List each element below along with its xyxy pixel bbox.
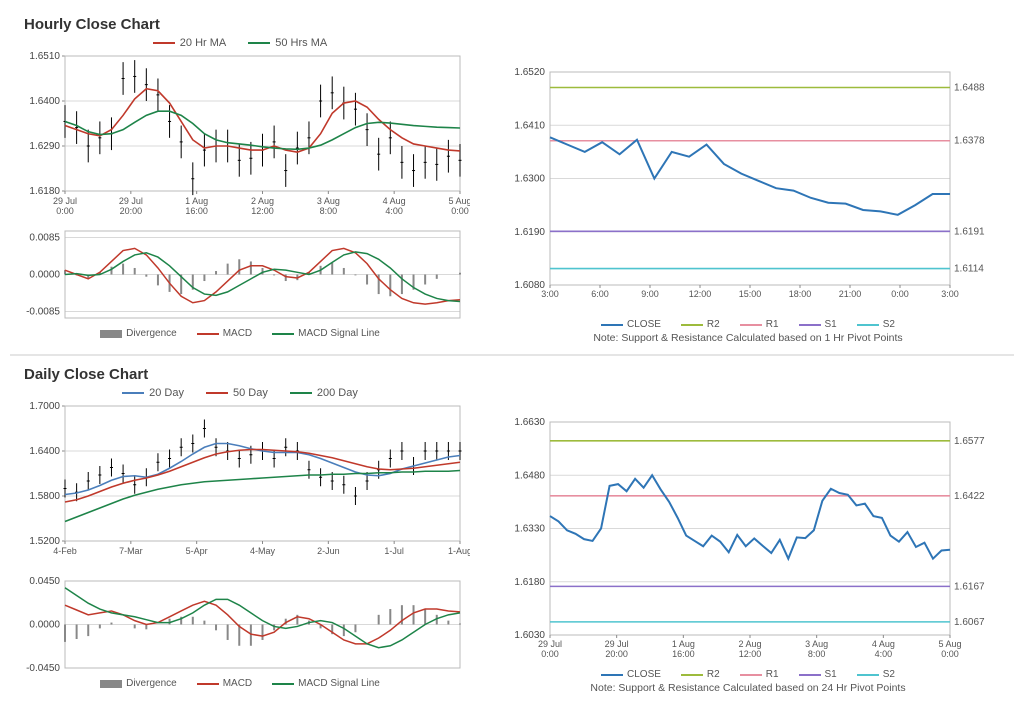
svg-text:1 Aug: 1 Aug (672, 639, 695, 649)
svg-text:4-May: 4-May (250, 546, 276, 556)
svg-text:1.6480: 1.6480 (514, 470, 545, 481)
svg-text:3 Aug: 3 Aug (805, 639, 828, 649)
svg-text:1.6378: 1.6378 (954, 136, 985, 147)
svg-text:29 Jul: 29 Jul (605, 639, 629, 649)
hourly-macd-chart: -0.0085 0.0000 0.0085 (10, 226, 470, 326)
hourly-pivot-legend: CLOSER2R1S1S2 (498, 319, 998, 330)
svg-text:29 Jul: 29 Jul (119, 196, 143, 206)
hourly-price-legend: 20 Hr MA50 Hrs MA (10, 37, 470, 49)
section-divider (10, 354, 1014, 356)
svg-text:12:00: 12:00 (689, 289, 712, 299)
svg-text:-0.0450: -0.0450 (26, 663, 60, 674)
svg-text:1.6410: 1.6410 (514, 120, 545, 131)
svg-text:16:00: 16:00 (672, 649, 695, 659)
hourly-title: Hourly Close Chart (24, 16, 1014, 33)
svg-text:2 Aug: 2 Aug (251, 196, 274, 206)
svg-text:29 Jul: 29 Jul (53, 196, 77, 206)
svg-text:1-Aug: 1-Aug (448, 546, 470, 556)
svg-text:4 Aug: 4 Aug (872, 639, 895, 649)
svg-text:5 Aug: 5 Aug (938, 639, 961, 649)
svg-text:1.6400: 1.6400 (29, 446, 60, 457)
svg-text:1 Aug: 1 Aug (185, 196, 208, 206)
svg-text:1.6400: 1.6400 (29, 96, 60, 107)
svg-text:5 Aug: 5 Aug (448, 196, 470, 206)
svg-text:12:00: 12:00 (251, 206, 274, 216)
svg-text:0:00: 0:00 (451, 206, 469, 216)
daily-pivot-legend: CLOSER2R1S1S2 (498, 669, 998, 680)
svg-text:1.6067: 1.6067 (954, 617, 985, 628)
svg-text:3:00: 3:00 (541, 289, 559, 299)
svg-text:1.6510: 1.6510 (29, 51, 60, 62)
daily-row: 20 Day50 Day200 Day 1.52001.58001.64001.… (10, 387, 1014, 694)
svg-text:18:00: 18:00 (789, 289, 812, 299)
svg-text:1.6488: 1.6488 (954, 82, 985, 93)
svg-text:0:00: 0:00 (56, 206, 74, 216)
svg-text:0.0450: 0.0450 (29, 576, 60, 587)
svg-text:4:00: 4:00 (875, 649, 893, 659)
svg-text:3 Aug: 3 Aug (317, 196, 340, 206)
svg-text:4-Feb: 4-Feb (53, 546, 77, 556)
svg-text:29 Jul: 29 Jul (538, 639, 562, 649)
svg-text:0:00: 0:00 (541, 649, 559, 659)
daily-title: Daily Close Chart (24, 366, 1014, 383)
svg-text:20:00: 20:00 (605, 649, 628, 659)
svg-text:1.6577: 1.6577 (954, 436, 985, 447)
daily-macd-chart: -0.0450 0.0000 0.0450 (10, 576, 470, 676)
svg-text:8:00: 8:00 (808, 649, 826, 659)
svg-text:1.6191: 1.6191 (954, 226, 985, 237)
daily-price-legend: 20 Day50 Day200 Day (10, 387, 470, 399)
svg-text:1-Jul: 1-Jul (384, 546, 404, 556)
svg-text:12:00: 12:00 (739, 649, 762, 659)
svg-text:1.6180: 1.6180 (514, 577, 545, 588)
hourly-price-chart: 1.61801.62901.64001.651029 Jul0:0029 Jul… (10, 51, 470, 226)
svg-text:0:00: 0:00 (941, 649, 959, 659)
svg-text:1.6520: 1.6520 (514, 67, 545, 78)
svg-text:0.0000: 0.0000 (29, 270, 60, 281)
svg-text:-0.0085: -0.0085 (26, 306, 60, 317)
daily-price-chart: 1.52001.58001.64001.70004-Feb7-Mar5-Apr4… (10, 401, 470, 576)
svg-text:5-Apr: 5-Apr (186, 546, 208, 556)
svg-text:1.6290: 1.6290 (29, 141, 60, 152)
svg-text:1.6630: 1.6630 (514, 417, 545, 428)
svg-text:16:00: 16:00 (185, 206, 208, 216)
daily-pivot-note: Note: Support & Resistance Calculated ba… (498, 682, 998, 694)
svg-text:4 Aug: 4 Aug (383, 196, 406, 206)
svg-text:1.5800: 1.5800 (29, 491, 60, 502)
svg-text:7-Mar: 7-Mar (119, 546, 143, 556)
svg-text:3:00: 3:00 (941, 289, 959, 299)
svg-text:0.0000: 0.0000 (29, 620, 60, 631)
hourly-pivot-chart: 1.60801.61901.63001.64101.65201.64881.63… (498, 67, 998, 317)
daily-macd-legend: DivergenceMACDMACD Signal Line (10, 678, 470, 689)
svg-text:1.6422: 1.6422 (954, 491, 985, 502)
svg-text:1.6167: 1.6167 (954, 581, 985, 592)
hourly-macd-legend: DivergenceMACDMACD Signal Line (10, 328, 470, 339)
daily-pivot-chart: 1.60301.61801.63301.64801.66301.65771.64… (498, 417, 998, 667)
svg-text:2 Aug: 2 Aug (738, 639, 761, 649)
svg-text:8:00: 8:00 (320, 206, 338, 216)
hourly-row: 20 Hr MA50 Hrs MA 1.61801.62901.64001.65… (10, 37, 1014, 344)
svg-text:4:00: 4:00 (385, 206, 403, 216)
svg-text:1.6114: 1.6114 (954, 264, 984, 275)
svg-text:0.0085: 0.0085 (29, 233, 60, 244)
svg-text:15:00: 15:00 (739, 289, 762, 299)
svg-text:20:00: 20:00 (120, 206, 143, 216)
svg-text:1.7000: 1.7000 (29, 401, 60, 412)
svg-text:1.6190: 1.6190 (514, 227, 545, 238)
hourly-pivot-note: Note: Support & Resistance Calculated ba… (498, 332, 998, 344)
svg-text:6:00: 6:00 (591, 289, 609, 299)
svg-text:9:00: 9:00 (641, 289, 659, 299)
svg-text:0:00: 0:00 (891, 289, 909, 299)
svg-text:1.6330: 1.6330 (514, 524, 545, 535)
svg-text:21:00: 21:00 (839, 289, 862, 299)
svg-text:2-Jun: 2-Jun (317, 546, 340, 556)
svg-text:1.6300: 1.6300 (514, 174, 545, 185)
